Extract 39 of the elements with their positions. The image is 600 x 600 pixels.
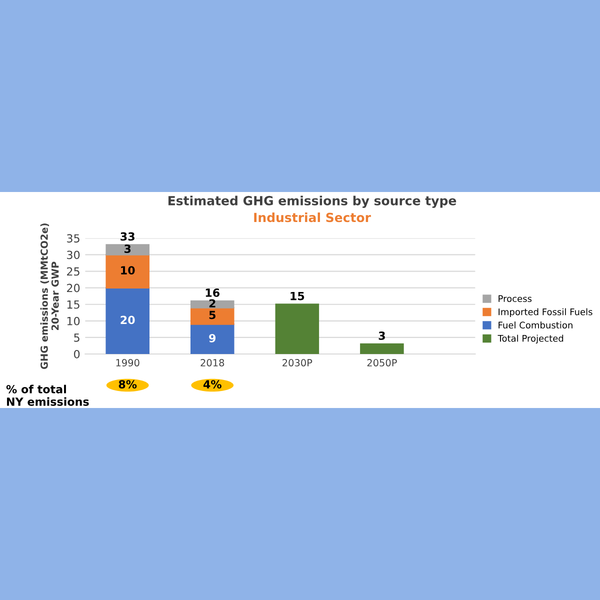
total-label: 33 [120, 232, 134, 241]
legend-label: Total Projected [498, 334, 564, 344]
y-tick-label: 20 [67, 284, 80, 292]
bar [106, 254, 150, 289]
bar [190, 324, 234, 354]
text: % of total NY emissions [6, 384, 89, 406]
legend-label: Imported Fossil Fuels [498, 308, 592, 318]
y-tick-label: 35 [67, 234, 80, 243]
x-tick-label: 2018 [200, 359, 224, 366]
total-label: 16 [206, 288, 220, 297]
data-label: 3 [124, 244, 131, 254]
x-tick-label: 2050P [367, 359, 397, 366]
y-tick-label: 15 [67, 300, 80, 309]
y-axis-title: GHG emissions (MMtCO2e) 20-Year GWP [40, 224, 59, 370]
data-label: 9 [209, 334, 216, 342]
bar [275, 304, 320, 354]
y-tick-label: 25 [67, 267, 80, 276]
y-tick-label: 5 [74, 334, 80, 342]
data-label: 5 [209, 310, 216, 320]
y-tick-label: 10 [67, 316, 80, 326]
data-label: 10 [121, 266, 135, 275]
bar [190, 300, 234, 308]
x-tick-label: 2030P [282, 359, 312, 366]
chart-title: Estimated GHG emissions by source type [168, 196, 456, 208]
bar [106, 244, 150, 256]
data-label: 3 [378, 332, 385, 340]
data-label: 2 [209, 299, 216, 308]
data-label: 15 [290, 292, 304, 300]
bar [106, 287, 150, 354]
legend-label: Process [498, 295, 532, 302]
legend-label: Fuel Combustion [498, 322, 572, 329]
chart-subtitle: Industrial Sector [254, 212, 371, 222]
text: 8% [118, 380, 137, 388]
data-label: 20 [120, 316, 135, 324]
x-tick-label: 1990 [116, 359, 140, 366]
text: 4% [203, 380, 222, 388]
bar [360, 343, 404, 354]
y-tick-label: 30 [67, 250, 80, 260]
y-tick-label: 0 [74, 350, 80, 358]
